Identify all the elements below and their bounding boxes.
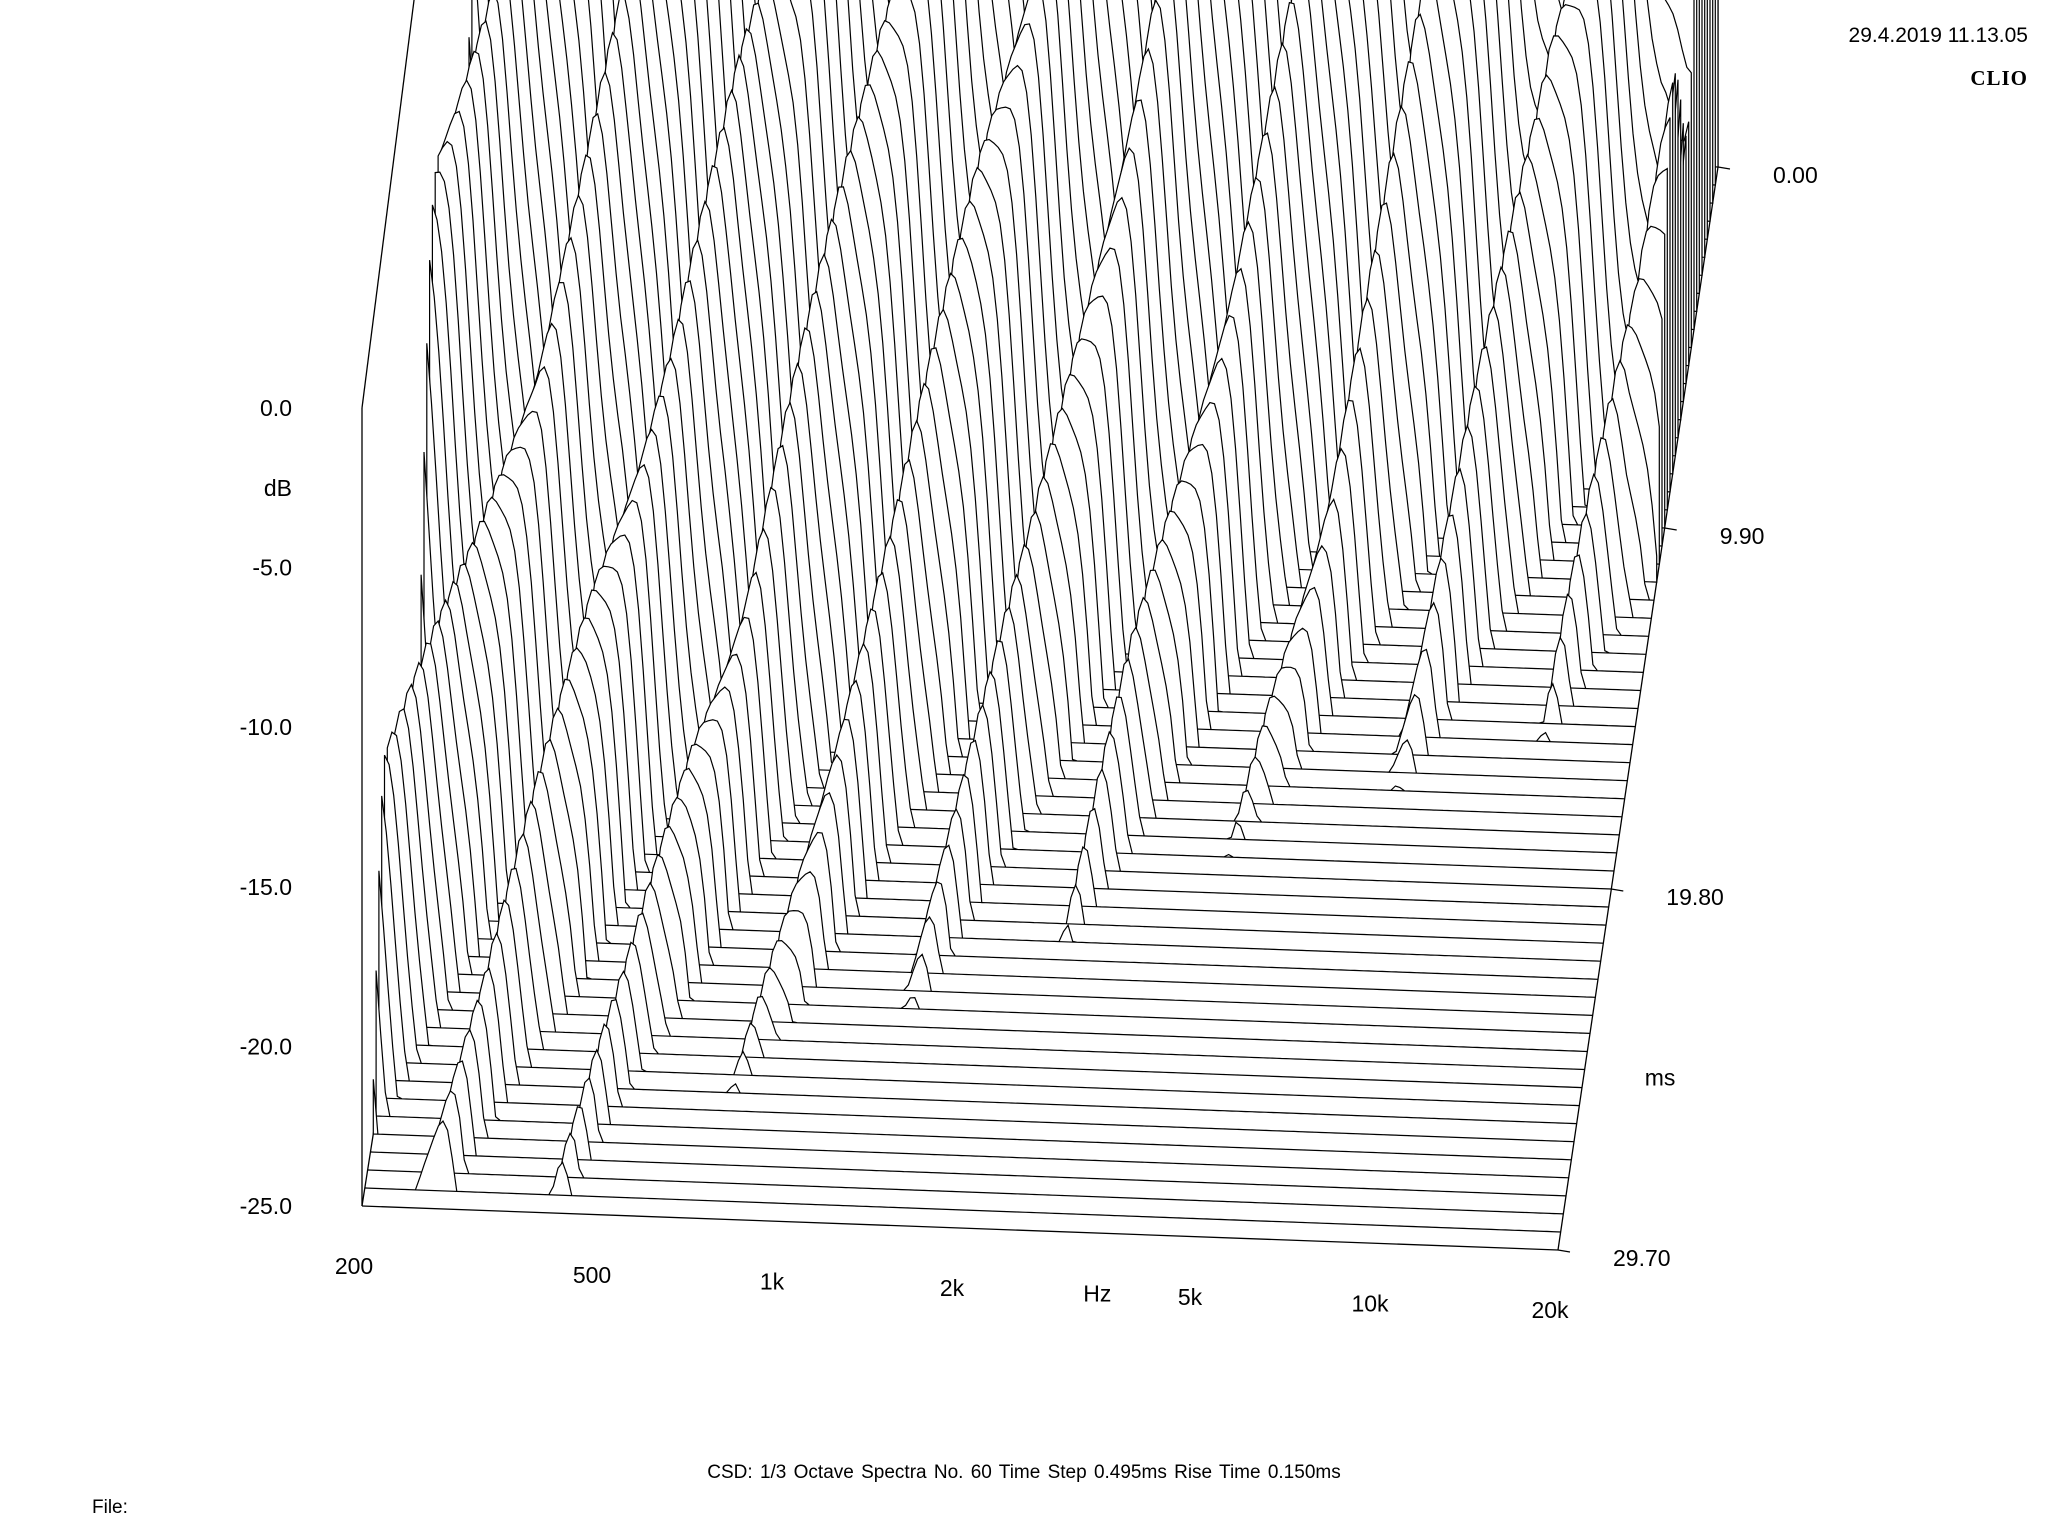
z-axis-label: ms <box>1645 1065 1676 1091</box>
timestamp: 29.4.2019 11.13.05 <box>1848 24 2028 47</box>
x-tick-label: 10k <box>1351 1290 1389 1316</box>
spectrum-trace <box>400 619 1596 998</box>
z-tick <box>1557 1249 1571 1253</box>
spectrum-trace <box>378 870 1575 1143</box>
x-tick-label: 200 <box>335 1253 373 1279</box>
y-tick-label: -15.0 <box>240 874 292 900</box>
y-tick-label: -5.0 <box>252 555 292 581</box>
x-tick-label: 1k <box>760 1268 785 1294</box>
spectrum-trace <box>367 1089 1564 1215</box>
spectrum-trace <box>364 1119 1561 1233</box>
z-tick-label: 29.70 <box>1613 1245 1671 1271</box>
spectrum-trace <box>395 661 1591 1034</box>
spectrum-trace <box>392 682 1588 1053</box>
spectrum-trace <box>398 642 1593 1016</box>
spectrum-trace <box>381 795 1577 1125</box>
y-tick-label: -25.0 <box>240 1193 292 1219</box>
file-label: File: <box>92 1497 128 1518</box>
x-tick-label: 500 <box>573 1262 611 1288</box>
x-tick-label: 5k <box>1178 1284 1203 1310</box>
z-tick-label: 9.90 <box>1720 523 1765 549</box>
frame-floor-front <box>361 1205 1559 1251</box>
y-axis-label: dB <box>264 475 292 501</box>
z-tick <box>1664 527 1677 531</box>
x-tick-label: 2k <box>940 1275 965 1301</box>
spectrum-trace <box>383 754 1580 1107</box>
y-tick-label: 0.0 <box>260 395 292 421</box>
spectrum-trace <box>372 1028 1569 1179</box>
z-tick-label: 0.00 <box>1773 162 1818 188</box>
csd-settings: CSD: 1/3 Octave Spectra No. 60 Time Step… <box>707 1462 1341 1483</box>
frame-top-left <box>361 0 415 409</box>
y-tick-label: -10.0 <box>240 714 292 740</box>
y-tick-label: -20.0 <box>240 1033 292 1059</box>
x-tick-label: 20k <box>1531 1297 1569 1323</box>
z-tick <box>1611 888 1624 892</box>
z-tick-label: 19.80 <box>1666 884 1724 910</box>
x-axis-label: Hz <box>1083 1280 1111 1306</box>
spectrum-trace <box>389 707 1585 1071</box>
spectrum-trace <box>386 731 1583 1089</box>
spectrum-trace <box>370 1060 1567 1197</box>
clio-logo: CLIO <box>1970 66 2028 90</box>
spectrum-trace <box>375 970 1572 1161</box>
z-tick <box>1717 166 1731 170</box>
